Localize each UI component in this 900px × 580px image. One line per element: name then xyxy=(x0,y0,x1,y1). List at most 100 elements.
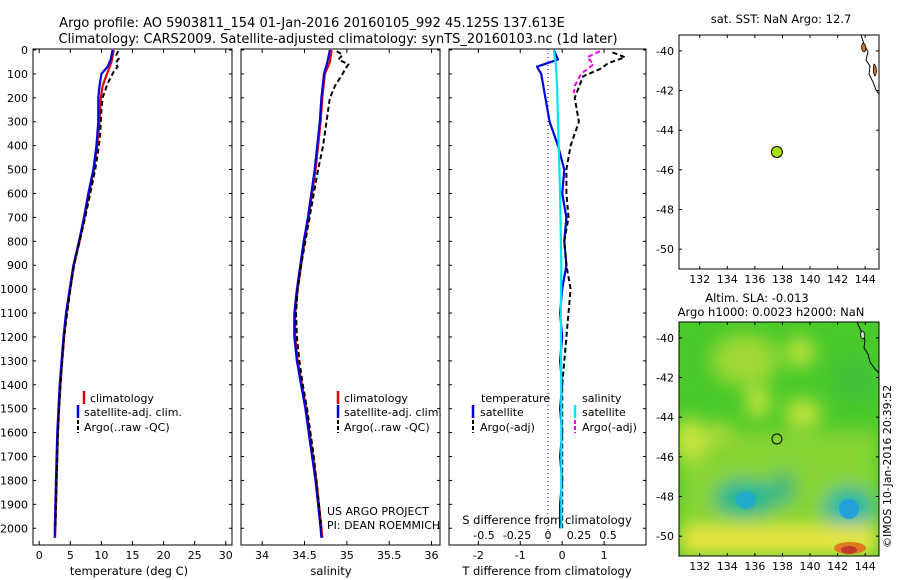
x-tick-label: 15 xyxy=(126,549,140,562)
x-tick-label: 0 xyxy=(36,549,43,562)
x-tick-label: 30 xyxy=(219,549,233,562)
x-tick-label: 34 xyxy=(255,549,269,562)
depth-tick-label: 0 xyxy=(21,44,28,57)
lat-tick-label: -44 xyxy=(656,411,674,424)
depth-tick-label: 1000 xyxy=(0,283,28,296)
lat-tick-label: -42 xyxy=(656,372,674,385)
series-line xyxy=(53,49,114,538)
legend-header-temperature: temperature xyxy=(481,392,550,405)
x-tick-label: 0 xyxy=(559,549,566,562)
series-line xyxy=(54,50,120,529)
depth-tick-label: 1600 xyxy=(0,427,28,440)
temperature-series xyxy=(53,49,120,538)
temperature-legend: climatology satellite-adj. clim. Argo(..… xyxy=(76,391,182,434)
salinity-x-tick-labels: 34 34.5 35 35.5 36 xyxy=(255,549,438,562)
lon-tick-label: 132 xyxy=(689,273,710,286)
legend-label-sal-argo: Argo(-adj) xyxy=(582,421,637,434)
lat-tick-label: -42 xyxy=(656,85,674,98)
x-tick-label: -1 xyxy=(515,549,526,562)
depth-tick-label: 1500 xyxy=(0,403,28,416)
difference-axis-label: T difference from climatology xyxy=(461,564,632,578)
lat-tick-label: -40 xyxy=(656,45,674,58)
x-tick-label: 34.5 xyxy=(292,549,317,562)
top-x-tick-label: 0.5 xyxy=(599,529,617,542)
title-line-2: Climatology: CARS2009. Satellite-adjuste… xyxy=(58,32,617,47)
depth-tick-label: 1300 xyxy=(0,355,28,368)
series-line xyxy=(572,50,601,94)
depth-tick-label: 1100 xyxy=(0,307,28,320)
lat-tick-label: -50 xyxy=(656,530,674,543)
lat-tick-label: -48 xyxy=(656,204,674,217)
lon-tick-label: 140 xyxy=(800,560,821,573)
top-x-tick-label: -0.5 xyxy=(473,529,494,542)
top-x-tick-label: 0.25 xyxy=(567,529,592,542)
depth-tick-label: 1800 xyxy=(0,474,28,487)
temperature-axis-label: temperature (deg C) xyxy=(70,564,188,578)
lat-tick-label: -46 xyxy=(656,451,674,464)
difference-series xyxy=(535,49,626,529)
x-tick-label: 1 xyxy=(601,549,608,562)
sla-map-coastline xyxy=(856,321,880,374)
depth-tick-label: 600 xyxy=(7,187,28,200)
depth-tick-label: 700 xyxy=(7,211,28,224)
lon-tick-label: 134 xyxy=(717,560,738,573)
lat-tick-label: -40 xyxy=(656,332,674,345)
depth-tick-label: 1200 xyxy=(0,331,28,344)
sst-map-y-tick-labels: -40 -42 -44 -46 -48 -50 xyxy=(656,45,879,256)
temperature-panel xyxy=(32,48,233,546)
sst-float-marker xyxy=(770,146,783,158)
x-tick-label: 35 xyxy=(340,549,354,562)
legend-label-sal-satellite: satellite xyxy=(582,406,626,419)
series-line xyxy=(295,50,350,529)
sst-map-title: sat. SST: NaN Argo: 12.7 xyxy=(711,12,852,26)
lon-tick-label: 142 xyxy=(827,560,848,573)
depth-tick-label: 2000 xyxy=(0,522,28,535)
x-tick-label: 20 xyxy=(157,549,171,562)
top-x-tick-label: 0 xyxy=(545,529,552,542)
depth-tick-label: 100 xyxy=(7,68,28,81)
legend-label-climatology: climatology xyxy=(344,392,408,405)
difference-x-tick-labels: -2 -1 0 1 xyxy=(473,549,608,562)
lon-tick-label: 138 xyxy=(772,273,793,286)
lat-tick-label: -44 xyxy=(656,124,674,137)
salinity-legend: climatology satellite-adj. clim. Argo(..… xyxy=(336,391,442,434)
depth-tick-label: 900 xyxy=(7,259,28,272)
legend-header-salinity: salinity xyxy=(582,392,622,405)
lon-tick-label: 136 xyxy=(744,273,765,286)
x-tick-label: 35.5 xyxy=(377,549,402,562)
legend-label-argo: Argo(..raw -QC) xyxy=(344,421,430,434)
x-tick-label: 36 xyxy=(425,549,439,562)
sla-map-title-2: Argo h1000: 0.0023 h2000: NaN xyxy=(678,305,865,319)
salinity-series xyxy=(293,49,350,538)
legend-label-argo: Argo(..raw -QC) xyxy=(84,421,170,434)
legend-label-satellite: satellite-adj. clim. xyxy=(344,406,442,419)
x-tick-label: 25 xyxy=(188,549,202,562)
depth-tick-label: 400 xyxy=(7,140,28,153)
difference-top-axis-label: S difference from climatology xyxy=(462,513,632,527)
salinity-axis-label: salinity xyxy=(310,564,351,578)
lat-tick-label: -48 xyxy=(656,491,674,504)
sla-heatmap xyxy=(679,322,879,556)
sst-map-coastline xyxy=(860,34,880,95)
lon-tick-label: 144 xyxy=(855,560,876,573)
x-tick-label: 10 xyxy=(94,549,108,562)
axis-tick-marks xyxy=(33,49,646,545)
legend-label-temp-argo: Argo(-adj) xyxy=(480,421,535,434)
imos-stamp: ©IMOS 10-Jan-2016 20:39:52 xyxy=(881,385,894,548)
depth-tick-label: 300 xyxy=(7,116,28,129)
pi-label: PI: DEAN ROEMMICH xyxy=(327,519,440,532)
salinity-panel xyxy=(240,48,441,546)
lon-tick-label: 136 xyxy=(744,560,765,573)
legend-label-climatology: climatology xyxy=(90,392,154,405)
legend-label-temp-satellite: satellite xyxy=(480,406,524,419)
depth-tick-label: 1700 xyxy=(0,451,28,464)
lat-tick-label: -50 xyxy=(656,243,674,256)
lat-tick-label: -46 xyxy=(656,164,674,177)
series-line xyxy=(552,49,563,529)
lon-tick-label: 138 xyxy=(772,560,793,573)
lon-tick-label: 132 xyxy=(689,560,710,573)
depth-tick-label: 500 xyxy=(7,164,28,177)
depth-tick-label: 1900 xyxy=(0,498,28,511)
depth-tick-label: 200 xyxy=(7,92,28,105)
